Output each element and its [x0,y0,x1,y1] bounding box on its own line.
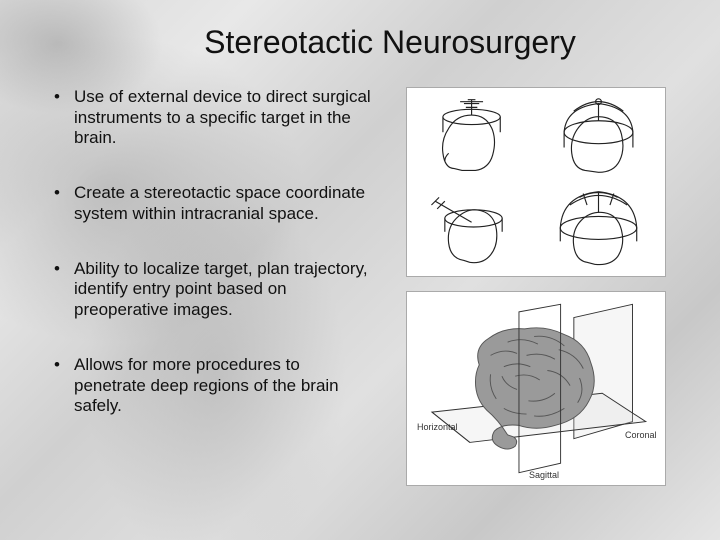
slide-title: Stereotactic Neurosurgery [100,24,680,61]
plane-label-coronal: Coronal [625,430,657,440]
bullet-list: Use of external device to direct surgica… [48,87,376,417]
bullet-item: Ability to localize target, plan traject… [48,259,376,321]
bullet-item: Create a stereotactic space coordinate s… [48,183,376,224]
brain-planes-icon [413,298,659,479]
frame-sketch-icon [413,94,534,180]
figure-brain-planes: Horizontal Sagittal Coronal [406,291,666,486]
frame-sketch-icon [413,184,534,270]
bullet-item: Use of external device to direct surgica… [48,87,376,149]
figure-stereotactic-frames [406,87,666,277]
plane-label-horizontal: Horizontal [417,422,458,432]
bullet-item: Allows for more procedures to penetrate … [48,355,376,417]
plane-label-sagittal: Sagittal [529,470,559,480]
text-column: Use of external device to direct surgica… [40,87,376,486]
content-row: Use of external device to direct surgica… [40,87,680,486]
image-column: Horizontal Sagittal Coronal [392,87,680,486]
slide-container: Stereotactic Neurosurgery Use of externa… [0,0,720,540]
frame-sketch-icon [538,94,659,180]
frame-sketch-icon [538,184,659,270]
